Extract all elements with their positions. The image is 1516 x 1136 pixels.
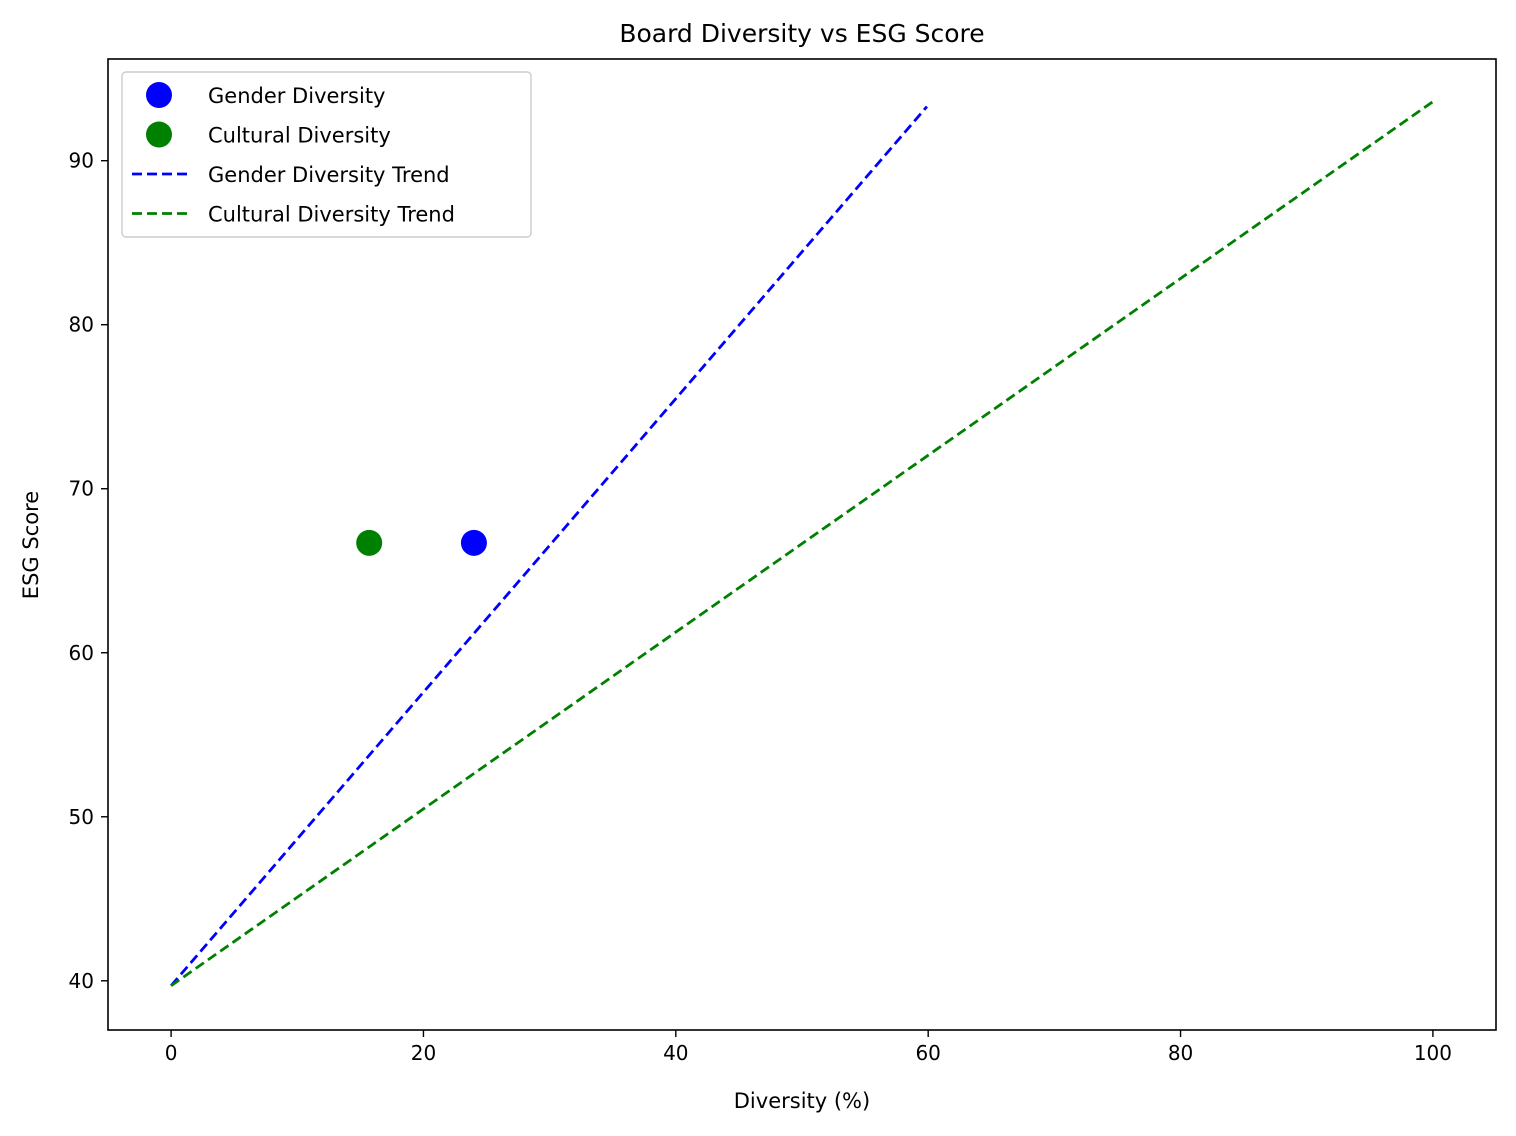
axes-ticks: 0 20 40 60 80 100 40 50 60 70 80 90: [69, 149, 1452, 1065]
legend-label-3: Cultural Diversity Trend: [208, 203, 455, 227]
legend-label-2: Gender Diversity Trend: [208, 163, 450, 187]
x-tick-label-0: 0: [165, 1041, 178, 1065]
trend-line-2: [170, 105, 928, 987]
chart-title: Board Diversity vs ESG Score: [619, 19, 984, 48]
trend-line-3: [170, 100, 1434, 987]
x-tick-label-5: 100: [1414, 1041, 1452, 1065]
legend-marker-1: [146, 121, 172, 148]
legend-box: [121, 71, 532, 238]
x-tick-label-1: 20: [411, 1041, 436, 1065]
y-tick-label-2: 60: [69, 641, 94, 665]
plot-frame: [107, 58, 1497, 1031]
y-tick-label-0: 40: [69, 969, 94, 993]
x-tick-label-2: 40: [663, 1041, 688, 1065]
plot-area: [170, 100, 1434, 987]
data-point-0-0: [460, 529, 487, 556]
x-tick-label-4: 80: [1168, 1041, 1193, 1065]
x-axis-label: Diversity (%): [734, 1089, 870, 1113]
x-tick-label-3: 60: [915, 1041, 940, 1065]
y-tick-label-1: 50: [69, 805, 94, 829]
y-axis-label: ESG Score: [19, 491, 43, 599]
legend-label-0: Gender Diversity: [208, 84, 386, 108]
legend: Gender Diversity Cultural Diversity Gender…: [121, 71, 532, 238]
data-point-1-0: [356, 529, 383, 556]
y-tick-label-4: 80: [69, 313, 94, 337]
y-tick-label-3: 70: [69, 477, 94, 501]
y-tick-label-5: 90: [69, 149, 94, 173]
legend-label-1: Cultural Diversity: [208, 124, 391, 148]
legend-marker-0: [146, 82, 172, 108]
